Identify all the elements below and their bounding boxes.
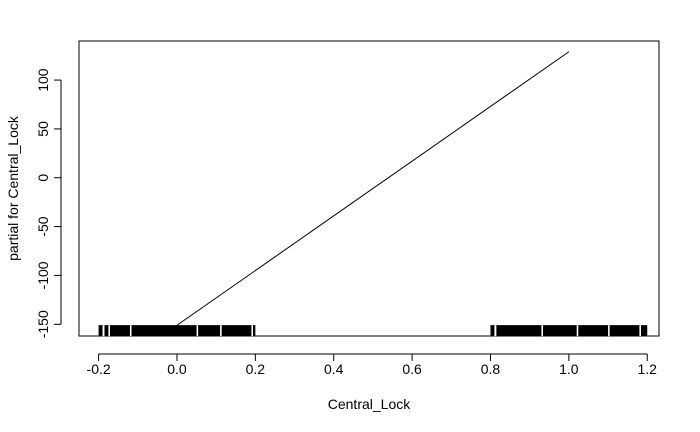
y-tick-label: -100 <box>35 261 51 289</box>
y-axis-title: partial for Central_Lock <box>5 115 21 261</box>
y-tick-label: -150 <box>35 310 51 338</box>
x-axis: -0.2 0.0 0.2 0.4 0.6 0.8 1.0 1.2 <box>87 353 658 377</box>
x-tick-label: 0.4 <box>324 361 344 377</box>
y-axis: -150 -100 -50 0 50 100 <box>35 68 62 338</box>
rug-gap <box>608 325 610 337</box>
rug-gap <box>494 325 497 337</box>
x-tick-label: 0.0 <box>167 361 187 377</box>
series-line <box>176 51 570 326</box>
y-tick-label: 0 <box>35 174 51 182</box>
plot-area-frame <box>78 40 660 337</box>
x-axis-title: Central_Lock <box>328 396 411 412</box>
rug-gap <box>102 325 105 337</box>
rug-gap <box>196 325 199 337</box>
rug-gap <box>220 325 222 337</box>
y-tick-label: -50 <box>35 216 51 236</box>
x-tick-label: 1.0 <box>559 361 579 377</box>
x-tick-label: 0.8 <box>481 361 501 377</box>
x-tick-label: 0.2 <box>246 361 266 377</box>
rug-gap <box>251 325 253 337</box>
y-tick-label: 50 <box>35 121 51 137</box>
rug-marks <box>98 325 648 337</box>
rug-cluster <box>490 325 648 337</box>
rug-gap <box>576 325 579 337</box>
x-tick-label: 0.6 <box>402 361 422 377</box>
x-tick-label: -0.2 <box>87 361 111 377</box>
rug-gap <box>639 325 641 337</box>
rug-cluster <box>98 325 256 337</box>
series-lines <box>176 51 570 326</box>
rug-gap <box>129 325 132 337</box>
rug-gap <box>541 325 543 337</box>
rug-gap <box>108 325 110 337</box>
x-tick-label: 1.2 <box>638 361 658 377</box>
y-tick-label: 100 <box>35 68 51 92</box>
